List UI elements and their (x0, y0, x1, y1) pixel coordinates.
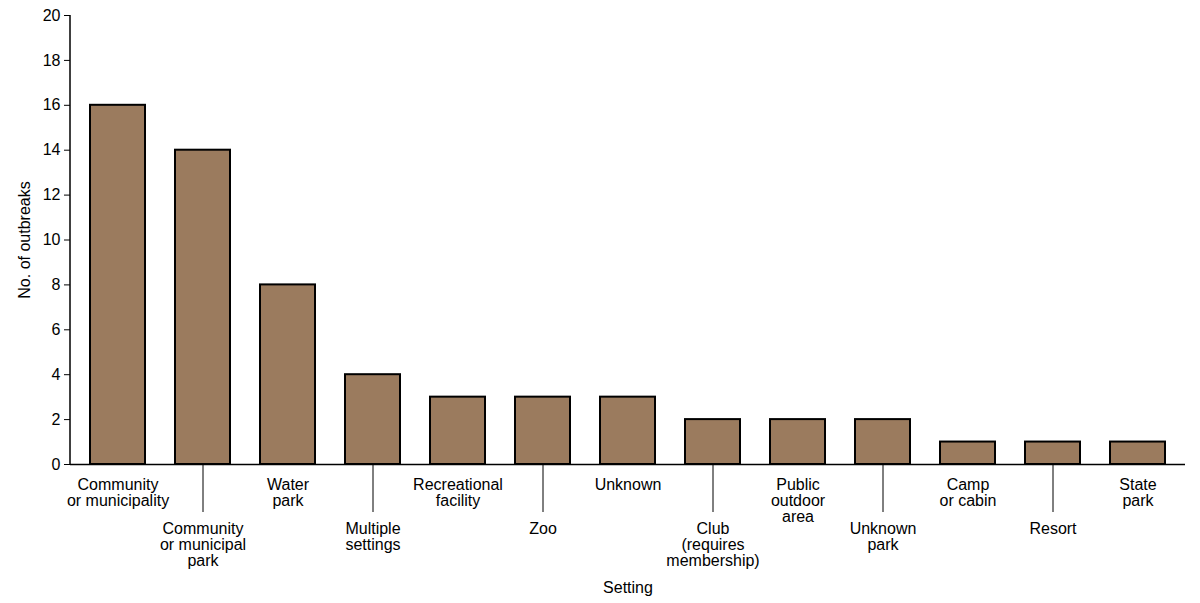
svg-text:8: 8 (52, 276, 61, 293)
svg-text:20: 20 (43, 7, 61, 24)
svg-text:Publicoutdoorarea: Publicoutdoorarea (771, 476, 826, 525)
svg-text:4: 4 (52, 366, 61, 383)
svg-text:10: 10 (43, 231, 61, 248)
svg-text:12: 12 (43, 186, 61, 203)
svg-text:No. of outbreaks: No. of outbreaks (16, 181, 33, 298)
svg-text:Communityor municipalpark: Communityor municipalpark (160, 520, 246, 569)
svg-text:Statepark: Statepark (1119, 476, 1156, 509)
svg-text:Setting: Setting (603, 579, 653, 596)
svg-text:Unknown: Unknown (595, 476, 662, 493)
svg-text:Campor cabin: Campor cabin (940, 476, 997, 509)
svg-text:16: 16 (43, 96, 61, 113)
svg-text:Zoo: Zoo (529, 520, 557, 537)
svg-text:Club(requiresmembership): Club(requiresmembership) (666, 520, 759, 569)
svg-text:2: 2 (52, 411, 61, 428)
svg-text:6: 6 (52, 321, 61, 338)
svg-text:Unknownpark: Unknownpark (850, 520, 917, 553)
svg-text:14: 14 (43, 141, 61, 158)
svg-text:0: 0 (52, 456, 61, 473)
svg-text:Waterpark: Waterpark (267, 476, 310, 509)
svg-text:18: 18 (43, 52, 61, 69)
svg-text:Resort: Resort (1029, 520, 1077, 537)
svg-text:Recreationalfacility: Recreationalfacility (413, 476, 503, 509)
svg-text:Communityor municipality: Communityor municipality (67, 476, 169, 509)
svg-text:Multiplesettings: Multiplesettings (345, 520, 400, 553)
